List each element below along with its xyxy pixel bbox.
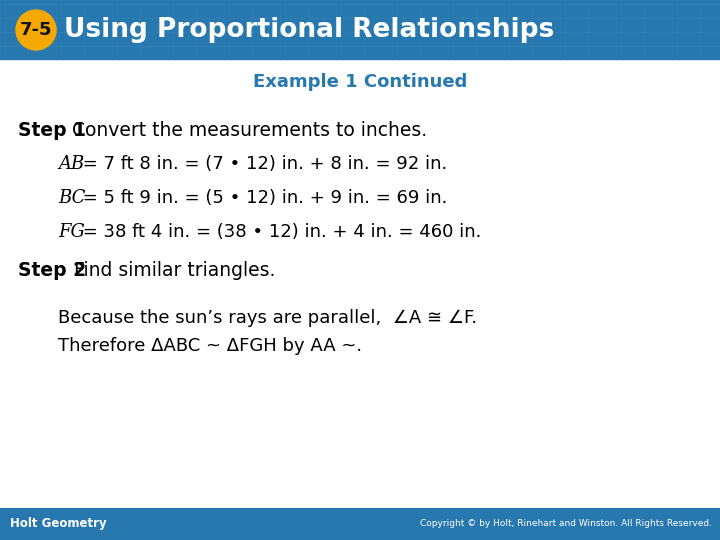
Text: FG: FG <box>58 223 85 241</box>
Text: 7-5: 7-5 <box>19 21 53 39</box>
Text: = 5 ft 9 in. = (5 • 12) in. + 9 in. = 69 in.: = 5 ft 9 in. = (5 • 12) in. + 9 in. = 69… <box>77 189 447 207</box>
Text: Copyright © by Holt, Rinehart and Winston. All Rights Reserved.: Copyright © by Holt, Rinehart and Winsto… <box>420 519 712 529</box>
Bar <box>0 0 720 60</box>
Text: Step 1: Step 1 <box>18 120 86 139</box>
Bar <box>0 508 720 540</box>
Text: Therefore ΔABC ~ ΔFGH by AA ~.: Therefore ΔABC ~ ΔFGH by AA ~. <box>58 337 362 355</box>
Text: Example 1 Continued: Example 1 Continued <box>253 73 467 91</box>
Text: Because the sun’s rays are parallel,  ∠A ≅ ∠F.: Because the sun’s rays are parallel, ∠A … <box>58 309 477 327</box>
Text: Holt Geometry: Holt Geometry <box>10 517 107 530</box>
Text: BC: BC <box>58 189 86 207</box>
Text: AB: AB <box>58 155 84 173</box>
Text: Using Proportional Relationships: Using Proportional Relationships <box>64 17 554 43</box>
Text: = 7 ft 8 in. = (7 • 12) in. + 8 in. = 92 in.: = 7 ft 8 in. = (7 • 12) in. + 8 in. = 92… <box>77 155 447 173</box>
Text: Find similar triangles.: Find similar triangles. <box>68 260 275 280</box>
Text: Step 2: Step 2 <box>18 260 86 280</box>
Circle shape <box>16 10 56 50</box>
Text: Convert the measurements to inches.: Convert the measurements to inches. <box>66 120 427 139</box>
Text: = 38 ft 4 in. = (38 • 12) in. + 4 in. = 460 in.: = 38 ft 4 in. = (38 • 12) in. + 4 in. = … <box>77 223 482 241</box>
